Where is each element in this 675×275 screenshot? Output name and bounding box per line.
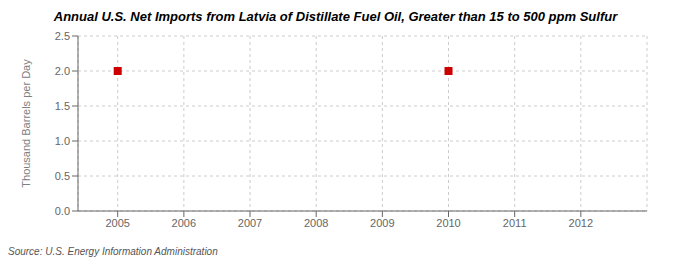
- html-text:Source: U.S. Energy Informatio: Source: U.S. Energy Information Administ…: [8, 246, 218, 257]
- svg-text:2007: 2007: [238, 217, 262, 229]
- svg-text:2.5: 2.5: [55, 30, 70, 42]
- svg-text:1.5: 1.5: [55, 100, 70, 112]
- svg-text:2005: 2005: [105, 217, 129, 229]
- svg-text:0.0: 0.0: [55, 205, 70, 217]
- svg-text:1.0: 1.0: [55, 135, 70, 147]
- svg-text:Thousand Barrels per Day: Thousand Barrels per Day: [20, 59, 32, 188]
- svg-text:2006: 2006: [172, 217, 196, 229]
- svg-text:2.0: 2.0: [55, 65, 70, 77]
- html-text:Annual U.S. Net Imports from L: Annual U.S. Net Imports from Latvia of D…: [53, 9, 618, 24]
- svg-text:2009: 2009: [370, 217, 394, 229]
- svg-text:2010: 2010: [436, 217, 460, 229]
- svg-text:2012: 2012: [569, 217, 593, 229]
- svg-text:2011: 2011: [503, 217, 527, 229]
- svg-text:0.5: 0.5: [55, 170, 70, 182]
- svg-text:2008: 2008: [304, 217, 328, 229]
